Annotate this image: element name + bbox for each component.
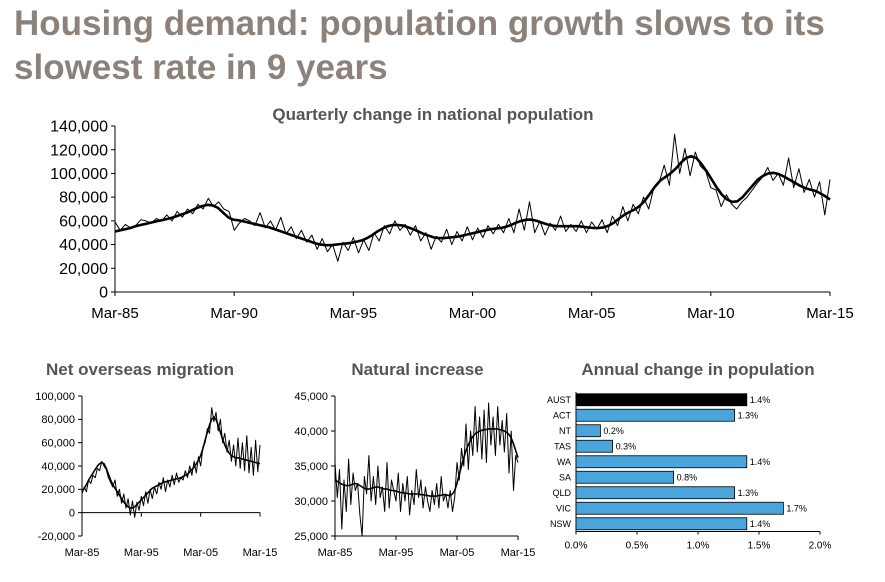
x-tick-label: 1.0%: [687, 541, 710, 552]
series-line-trend: [114, 154, 831, 247]
x-tick-label: Mar-15: [806, 305, 854, 322]
data-label: 1.4%: [750, 457, 771, 467]
bar: [575, 501, 784, 515]
y-tick-label: 140,000: [50, 119, 108, 136]
bar: [575, 424, 601, 438]
category-label: QLD: [552, 488, 571, 498]
x-tick-label: Mar-10: [687, 305, 735, 322]
series-line-actual: [81, 407, 261, 518]
x-tick-label: Mar-95: [379, 547, 414, 559]
y-tick-label: 30,000: [294, 496, 328, 508]
y-tick-label: 35,000: [294, 461, 328, 473]
x-tick-label: 1.5%: [748, 541, 771, 552]
category-label: VIC: [556, 503, 572, 513]
y-tick-label: -20,000: [38, 531, 75, 543]
y-tick-label: 25,000: [294, 531, 328, 543]
x-tick-label: Mar-90: [210, 305, 258, 322]
series-line-actual: [114, 133, 831, 262]
category-label: TAS: [554, 441, 571, 451]
page-title: Housing demand: population growth slows …: [14, 4, 825, 87]
x-tick-label: 0.0%: [565, 541, 588, 552]
x-tick-label: Mar-95: [330, 305, 378, 322]
x-tick-label: 0.5%: [626, 541, 649, 552]
y-tick-label: 0: [99, 285, 108, 302]
x-tick-label: Mar-05: [568, 305, 616, 322]
y-tick-label: 40,000: [294, 426, 328, 438]
series-line-actual: [334, 402, 519, 537]
x-tick-label: Mar-85: [65, 547, 100, 559]
x-tick-label: Mar-85: [318, 547, 353, 559]
data-label: 1.4%: [750, 519, 771, 529]
x-tick-label: Mar-05: [183, 547, 218, 559]
category-label: WA: [557, 457, 571, 467]
data-label: 1.7%: [786, 503, 807, 513]
x-tick-label: Mar-95: [124, 547, 159, 559]
main-chart-title: Quarterly change in national population: [272, 105, 594, 124]
annual-chart-title: Annual change in population: [581, 360, 815, 379]
x-tick-label: Mar-15: [243, 547, 278, 559]
x-tick-label: Mar-05: [440, 547, 475, 559]
y-tick-label: 60,000: [59, 213, 108, 230]
x-tick-label: Mar-00: [449, 305, 497, 322]
y-tick-label: 40,000: [59, 237, 108, 254]
category-label: NSW: [550, 519, 572, 529]
y-tick-label: 100,000: [50, 166, 108, 183]
y-tick-label: 80,000: [59, 190, 108, 207]
data-label: 0.8%: [677, 472, 698, 482]
y-tick-label: 100,000: [35, 391, 75, 403]
data-label: 0.2%: [603, 426, 624, 436]
x-tick-label: Mar-15: [501, 547, 536, 559]
natural-chart-title: Natural increase: [351, 360, 484, 379]
y-tick-label: 80,000: [41, 414, 75, 426]
y-tick-label: 20,000: [41, 484, 75, 496]
category-label: NT: [559, 426, 571, 436]
y-tick-label: 0: [69, 508, 75, 520]
y-tick-label: 120,000: [50, 142, 108, 159]
x-tick-label: 2.0%: [809, 541, 832, 552]
y-tick-label: 40,000: [41, 461, 75, 473]
bar: [575, 408, 736, 422]
bar: [575, 517, 748, 531]
migration-chart-title: Net overseas migration: [45, 360, 234, 379]
bar: [575, 486, 736, 500]
y-tick-label: 20,000: [59, 261, 108, 278]
series-line-trend: [81, 416, 261, 509]
category-label: ACT: [553, 410, 572, 420]
y-tick-label: 45,000: [294, 391, 328, 403]
x-tick-label: Mar-85: [91, 305, 139, 322]
data-label: 1.3%: [738, 410, 759, 420]
category-label: SA: [559, 472, 571, 482]
data-label: 0.3%: [616, 441, 637, 451]
data-label: 1.4%: [750, 395, 771, 405]
bar: [575, 393, 748, 407]
y-tick-label: 60,000: [41, 438, 75, 450]
data-label: 1.3%: [738, 488, 759, 498]
series-line-trend: [334, 428, 519, 497]
category-label: AUST: [547, 395, 572, 405]
bar: [575, 470, 674, 484]
bar: [575, 455, 748, 469]
bar: [575, 439, 613, 453]
